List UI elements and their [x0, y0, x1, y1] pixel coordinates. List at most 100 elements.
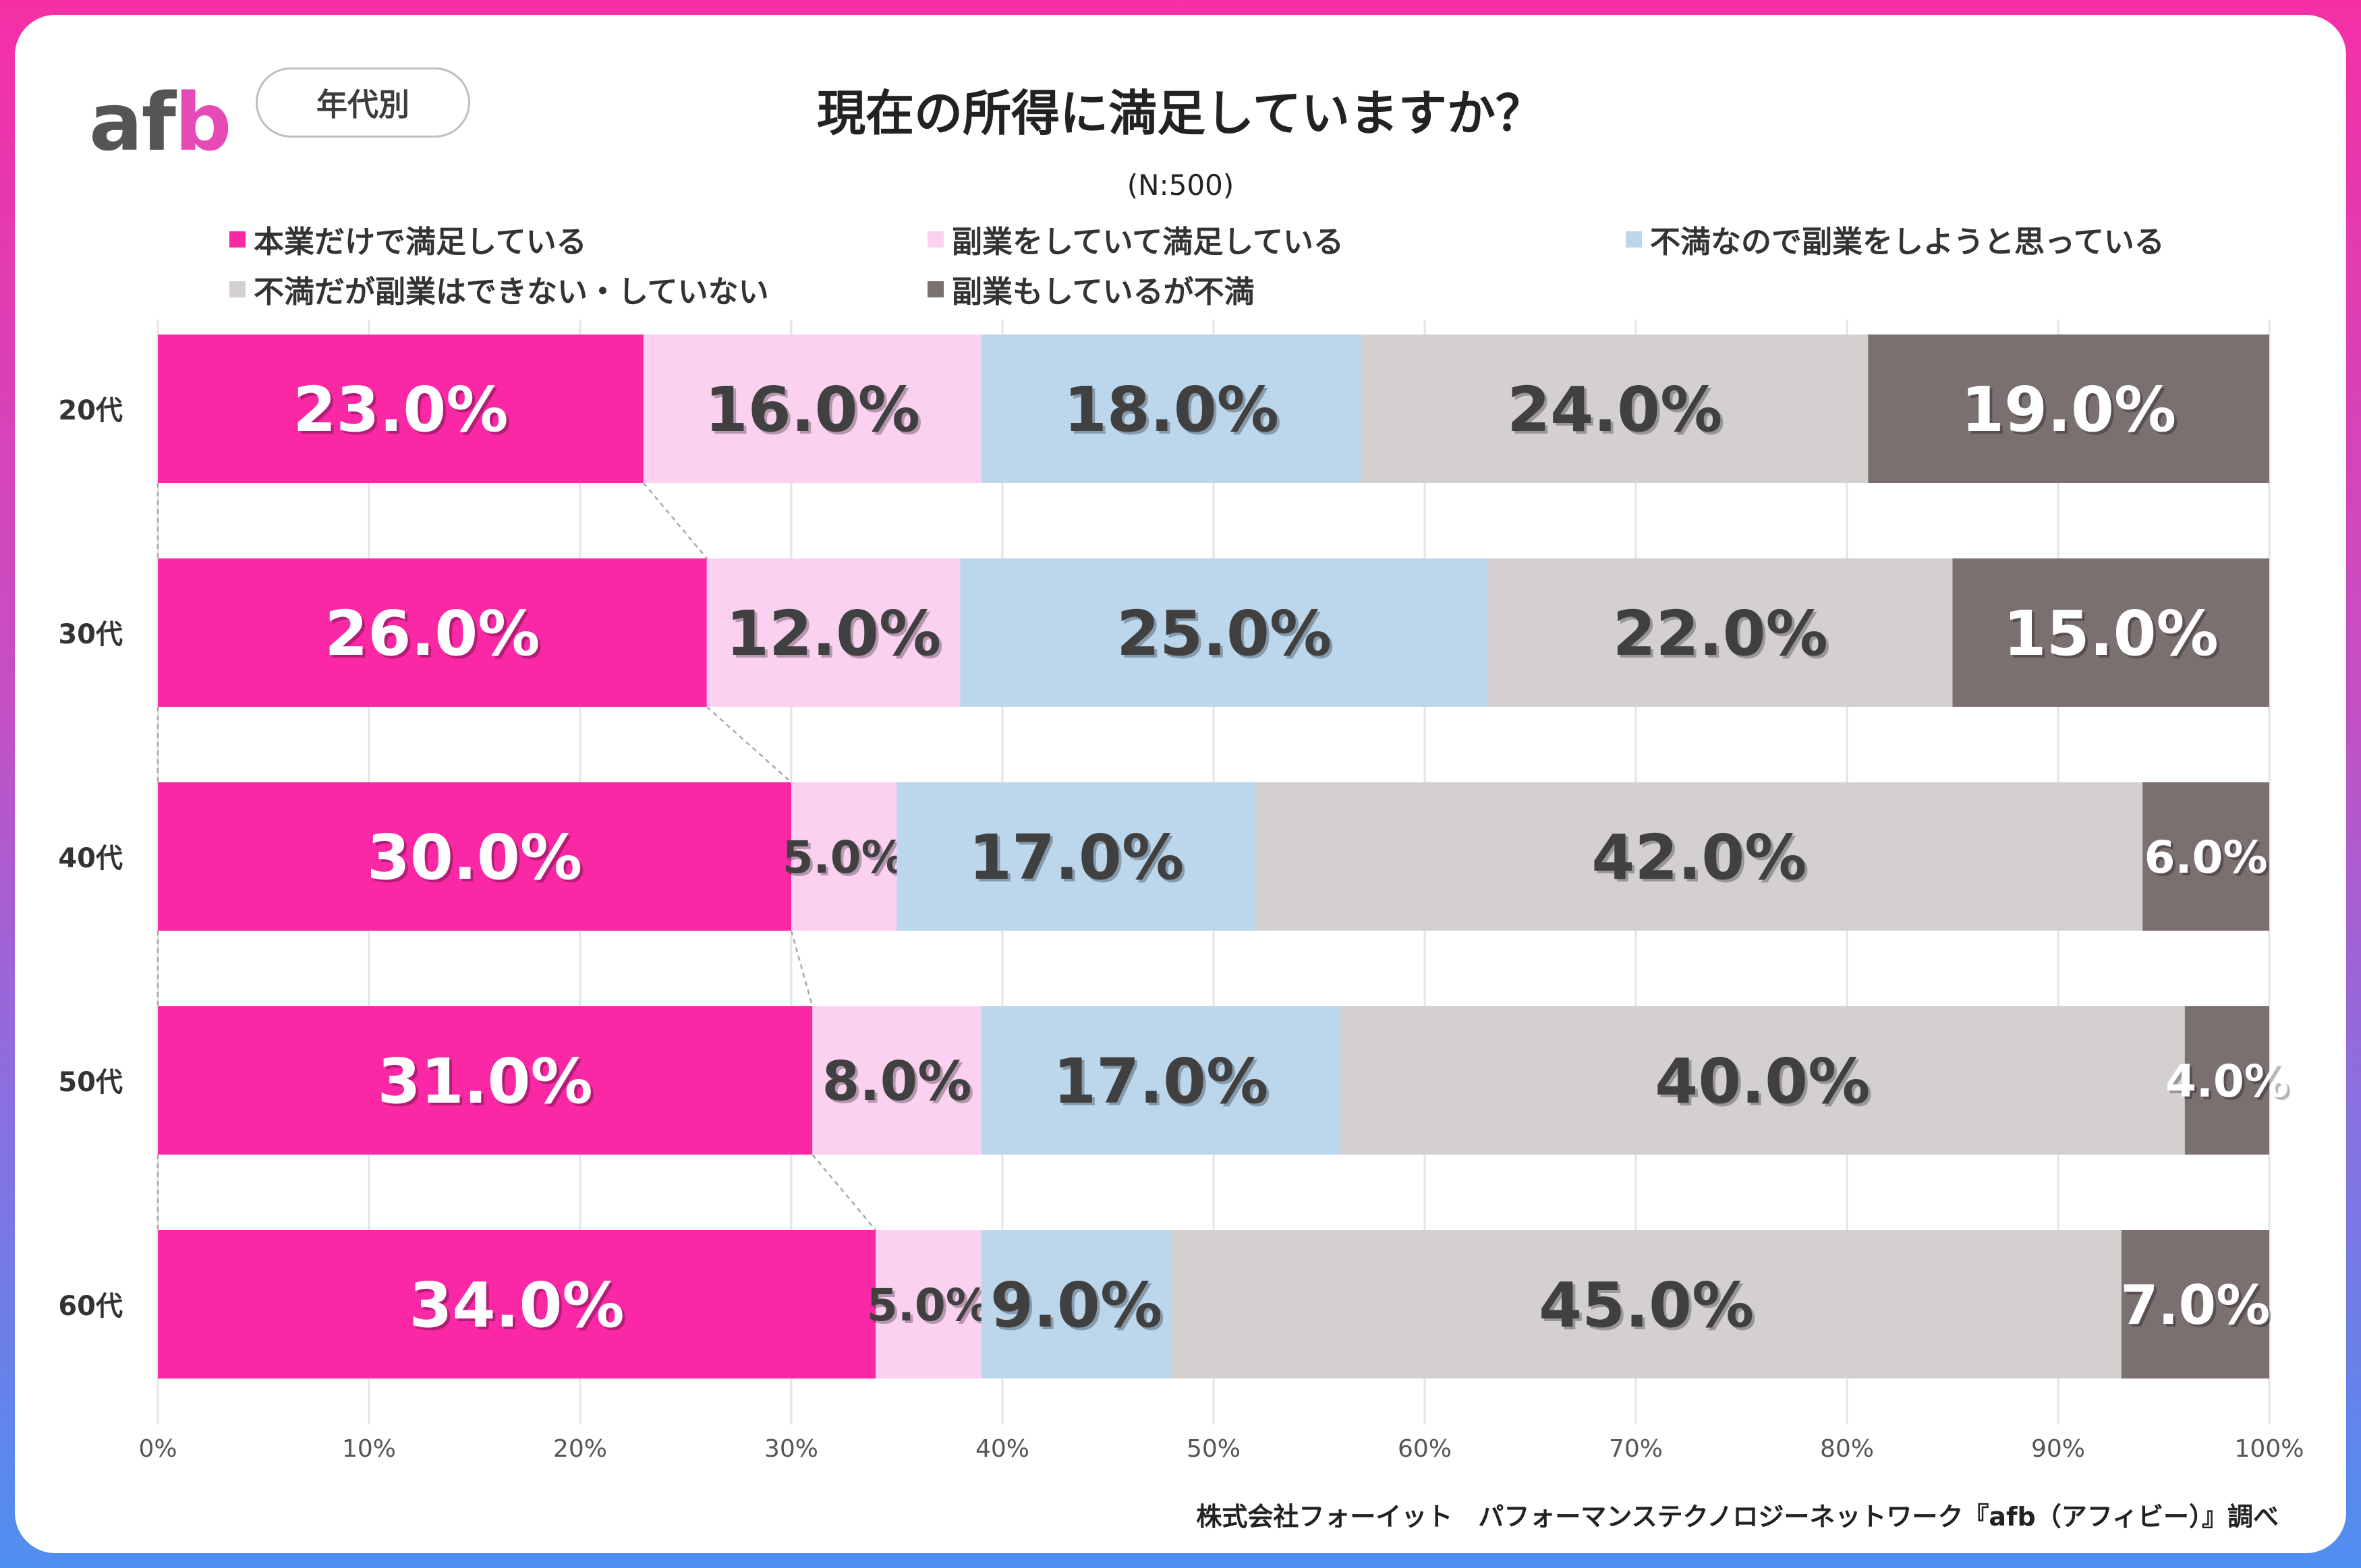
- bar-segment: [897, 782, 1256, 931]
- data-label: 22.0%: [1613, 598, 1828, 670]
- data-label: 6.0%: [2144, 832, 2268, 883]
- source-note: 株式会社フォーイット パフォーマンステクノロジーネットワーク『afb（アフィビー…: [1196, 1502, 2279, 1532]
- x-tick-label: 70%: [1609, 1435, 1663, 1463]
- legend-item-series-0: 本業だけで満足している: [229, 217, 587, 261]
- data-label-shadow: 23.0%: [295, 376, 511, 448]
- data-label: 30.0%: [367, 821, 582, 894]
- data-label: 16.0%: [705, 374, 920, 446]
- chart-subtitle: (N:500): [1127, 169, 1234, 202]
- data-label: 17.0%: [969, 821, 1184, 894]
- data-label: 18.0%: [1064, 374, 1279, 446]
- data-label-shadow: 40.0%: [1657, 1048, 1873, 1120]
- data-label-shadow: 34.0%: [412, 1272, 627, 1344]
- bar-segment: [158, 335, 644, 483]
- legend-label: 本業だけで満足している: [254, 224, 587, 260]
- chart-card: afb 年代別 現在の所得に満足していますか？ (N:500) 本業だけで満足し…: [15, 15, 2346, 1553]
- data-label: 15.0%: [2003, 598, 2219, 670]
- x-tick-label: 30%: [764, 1435, 818, 1463]
- data-label: 12.0%: [726, 598, 941, 670]
- data-label: 5.0%: [867, 1279, 990, 1331]
- legend-label: 副業をしていて満足している: [952, 224, 1344, 260]
- data-label: 19.0%: [1961, 374, 2176, 446]
- data-label: 9.0%: [990, 1269, 1162, 1341]
- category-label: 60代: [58, 1291, 123, 1322]
- series-line: [790, 930, 814, 1007]
- data-label: 31.0%: [378, 1045, 593, 1117]
- data-label-shadow: 9.0%: [993, 1272, 1165, 1344]
- chart-title: 現在の所得に満足していますか？: [817, 85, 1544, 142]
- category-badge: 年代別: [256, 67, 470, 138]
- bar-segment: [960, 558, 1488, 707]
- data-label-shadow: 7.0%: [2124, 1277, 2273, 1339]
- bar-segment: [2184, 1006, 2269, 1155]
- category-label: 20代: [58, 395, 123, 426]
- bar-segment: [1340, 1006, 2185, 1155]
- data-label: 4.0%: [2165, 1055, 2289, 1107]
- series-line: [706, 706, 792, 783]
- x-tick-label: 100%: [2235, 1435, 2304, 1463]
- data-label-shadow: 4.0%: [2168, 1058, 2292, 1110]
- bar-segment: [1255, 782, 2143, 931]
- x-tick-label: 90%: [2031, 1435, 2085, 1463]
- data-label-shadow: 30.0%: [370, 824, 585, 896]
- bar-segment: [1487, 558, 1953, 707]
- series-line: [642, 482, 708, 559]
- data-label: 42.0%: [1591, 821, 1807, 894]
- legend-label: 不満なので副業をしようと思っている: [1650, 224, 2165, 260]
- data-label: 17.0%: [1053, 1045, 1268, 1117]
- bar-segment: [791, 782, 897, 931]
- x-tick-label: 50%: [1187, 1435, 1241, 1463]
- data-label: 45.0%: [1539, 1269, 1754, 1341]
- bar-segment: [158, 558, 707, 707]
- bar-segment: [876, 1230, 982, 1378]
- legend-swatch: [229, 231, 246, 248]
- legend-label: 副業もしているが不満: [952, 274, 1255, 310]
- data-label: 8.0%: [822, 1050, 972, 1113]
- bar-segment: [643, 335, 982, 483]
- bar-segment: [981, 335, 1362, 483]
- legend-swatch: [1626, 231, 1642, 248]
- data-label-shadow: 6.0%: [2147, 834, 2271, 886]
- bar-segment: [981, 1230, 1172, 1378]
- stacked-bar-chart: 0% 10% 20% 30% 40% 50% 60% 70% 80% 90% 100% 20代 23.0…: [58, 320, 2304, 1463]
- data-label: 5.0%: [783, 832, 906, 883]
- bar-segment: [158, 782, 791, 931]
- data-label-shadow: 22.0%: [1616, 600, 1831, 672]
- x-tick-label: 0%: [138, 1435, 177, 1463]
- data-label: 34.0%: [409, 1269, 625, 1341]
- bar-segment: [158, 1230, 876, 1378]
- data-label-shadow: 42.0%: [1594, 824, 1809, 896]
- x-tick-label: 80%: [1820, 1435, 1874, 1463]
- data-label-shadow: 5.0%: [785, 834, 909, 886]
- data-label: 23.0%: [293, 374, 508, 446]
- data-label: 7.0%: [2121, 1274, 2271, 1337]
- bar-segment: [706, 558, 961, 707]
- legend-swatch: [928, 231, 944, 248]
- x-tick-label: 10%: [342, 1435, 396, 1463]
- data-label-shadow: 24.0%: [1510, 376, 1725, 448]
- legend-swatch: [229, 281, 246, 297]
- afb-logo: afb: [89, 76, 231, 169]
- data-label-shadow: 17.0%: [1056, 1048, 1271, 1120]
- data-label: 40.0%: [1655, 1045, 1870, 1117]
- category-label: 30代: [58, 619, 123, 650]
- data-label-shadow: 16.0%: [708, 376, 923, 448]
- data-label-shadow: 12.0%: [729, 600, 944, 672]
- series-line: [812, 1154, 877, 1231]
- bar-segment: [981, 1006, 1340, 1155]
- data-label-shadow: 19.0%: [1964, 376, 2179, 448]
- data-label-shadow: 17.0%: [971, 824, 1187, 896]
- data-label-shadow: 45.0%: [1541, 1272, 1757, 1344]
- bar-segment: [2121, 1230, 2269, 1378]
- bar-segment: [812, 1006, 982, 1155]
- x-tick-label: 40%: [975, 1435, 1029, 1463]
- bar-segment: [1361, 335, 1869, 483]
- bar-segment: [158, 1006, 813, 1155]
- data-label-shadow: 5.0%: [870, 1282, 993, 1334]
- data-label: 26.0%: [324, 598, 540, 670]
- legend-label: 不満だが副業はできない・していない: [254, 274, 769, 310]
- x-tick-label: 60%: [1398, 1435, 1452, 1463]
- legend-swatch: [928, 281, 944, 297]
- legend-item-series-3: 不満だが副業はできない・していない: [229, 267, 769, 311]
- category-label: 50代: [58, 1067, 123, 1098]
